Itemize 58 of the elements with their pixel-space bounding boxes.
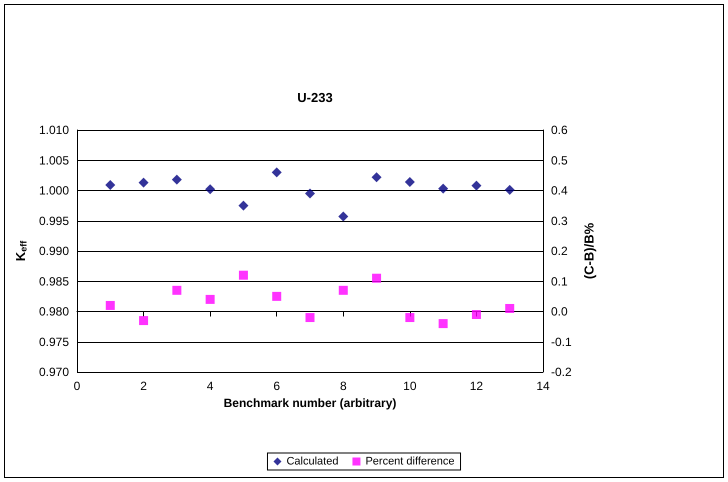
y2-tick-label: -0.2	[551, 365, 572, 379]
x-tick-label: 10	[403, 379, 417, 393]
y-tick-label: 0.985	[38, 274, 70, 288]
x-tick-label: 2	[140, 379, 148, 393]
point	[172, 286, 182, 295]
point	[338, 286, 348, 295]
y2-tick-label: -0.1	[551, 334, 572, 349]
x-tick-label: 4	[206, 379, 214, 393]
x-tick-label: 8	[340, 379, 347, 393]
legend-label: Percent difference	[365, 456, 455, 468]
point	[471, 180, 482, 191]
point	[206, 294, 215, 304]
y-tick-label: 0.995	[38, 214, 70, 228]
point	[404, 177, 415, 188]
point	[105, 180, 116, 190]
y-axis-title: Keff	[13, 240, 29, 262]
x-tick-label: 0	[74, 379, 81, 393]
point	[272, 292, 282, 301]
y-tick-label: 1.005	[38, 153, 70, 168]
point	[505, 304, 514, 313]
y2-tick-label: 0.3	[551, 214, 568, 228]
point	[106, 300, 115, 310]
y-tick-label: 0.975	[38, 334, 70, 349]
point	[438, 184, 448, 194]
y2-tick-label: 0.6	[551, 123, 568, 137]
point	[372, 274, 382, 283]
point	[338, 212, 348, 222]
y-tick-label: 1.000	[38, 184, 70, 198]
y-tick-label: 0.970	[38, 365, 70, 379]
y2-tick-label: 0.0	[551, 304, 568, 318]
x-tick-label: 6	[273, 379, 280, 393]
y2-tick-label: 0.4	[551, 184, 568, 198]
y2-tick-label: 0.5	[551, 153, 568, 168]
point	[139, 316, 148, 326]
chart-title: U-233	[297, 90, 333, 105]
point	[238, 200, 248, 211]
point	[372, 172, 382, 182]
x-axis-title: Benchmark number (arbitrary)	[224, 396, 396, 410]
point	[405, 313, 414, 322]
y2-tick-label: 0.1	[551, 274, 568, 288]
point	[238, 270, 248, 280]
y-tick-label: 0.990	[38, 244, 70, 258]
point	[272, 167, 282, 178]
point	[305, 188, 315, 199]
y2-tick-label: 0.2	[551, 244, 568, 258]
point	[438, 319, 448, 328]
y-tick-label: 1.010	[38, 123, 70, 137]
point	[172, 174, 182, 185]
x-tick-label: 12	[470, 379, 484, 393]
point	[504, 184, 515, 195]
point	[472, 310, 481, 320]
legend-label: Calculated	[286, 456, 338, 468]
point	[138, 178, 149, 188]
point	[205, 184, 216, 194]
x-tick-label: 14	[536, 379, 550, 393]
y2-axis-title: (C-B)/B%	[582, 222, 597, 280]
point	[306, 313, 314, 322]
y-tick-label: 0.980	[38, 304, 70, 318]
